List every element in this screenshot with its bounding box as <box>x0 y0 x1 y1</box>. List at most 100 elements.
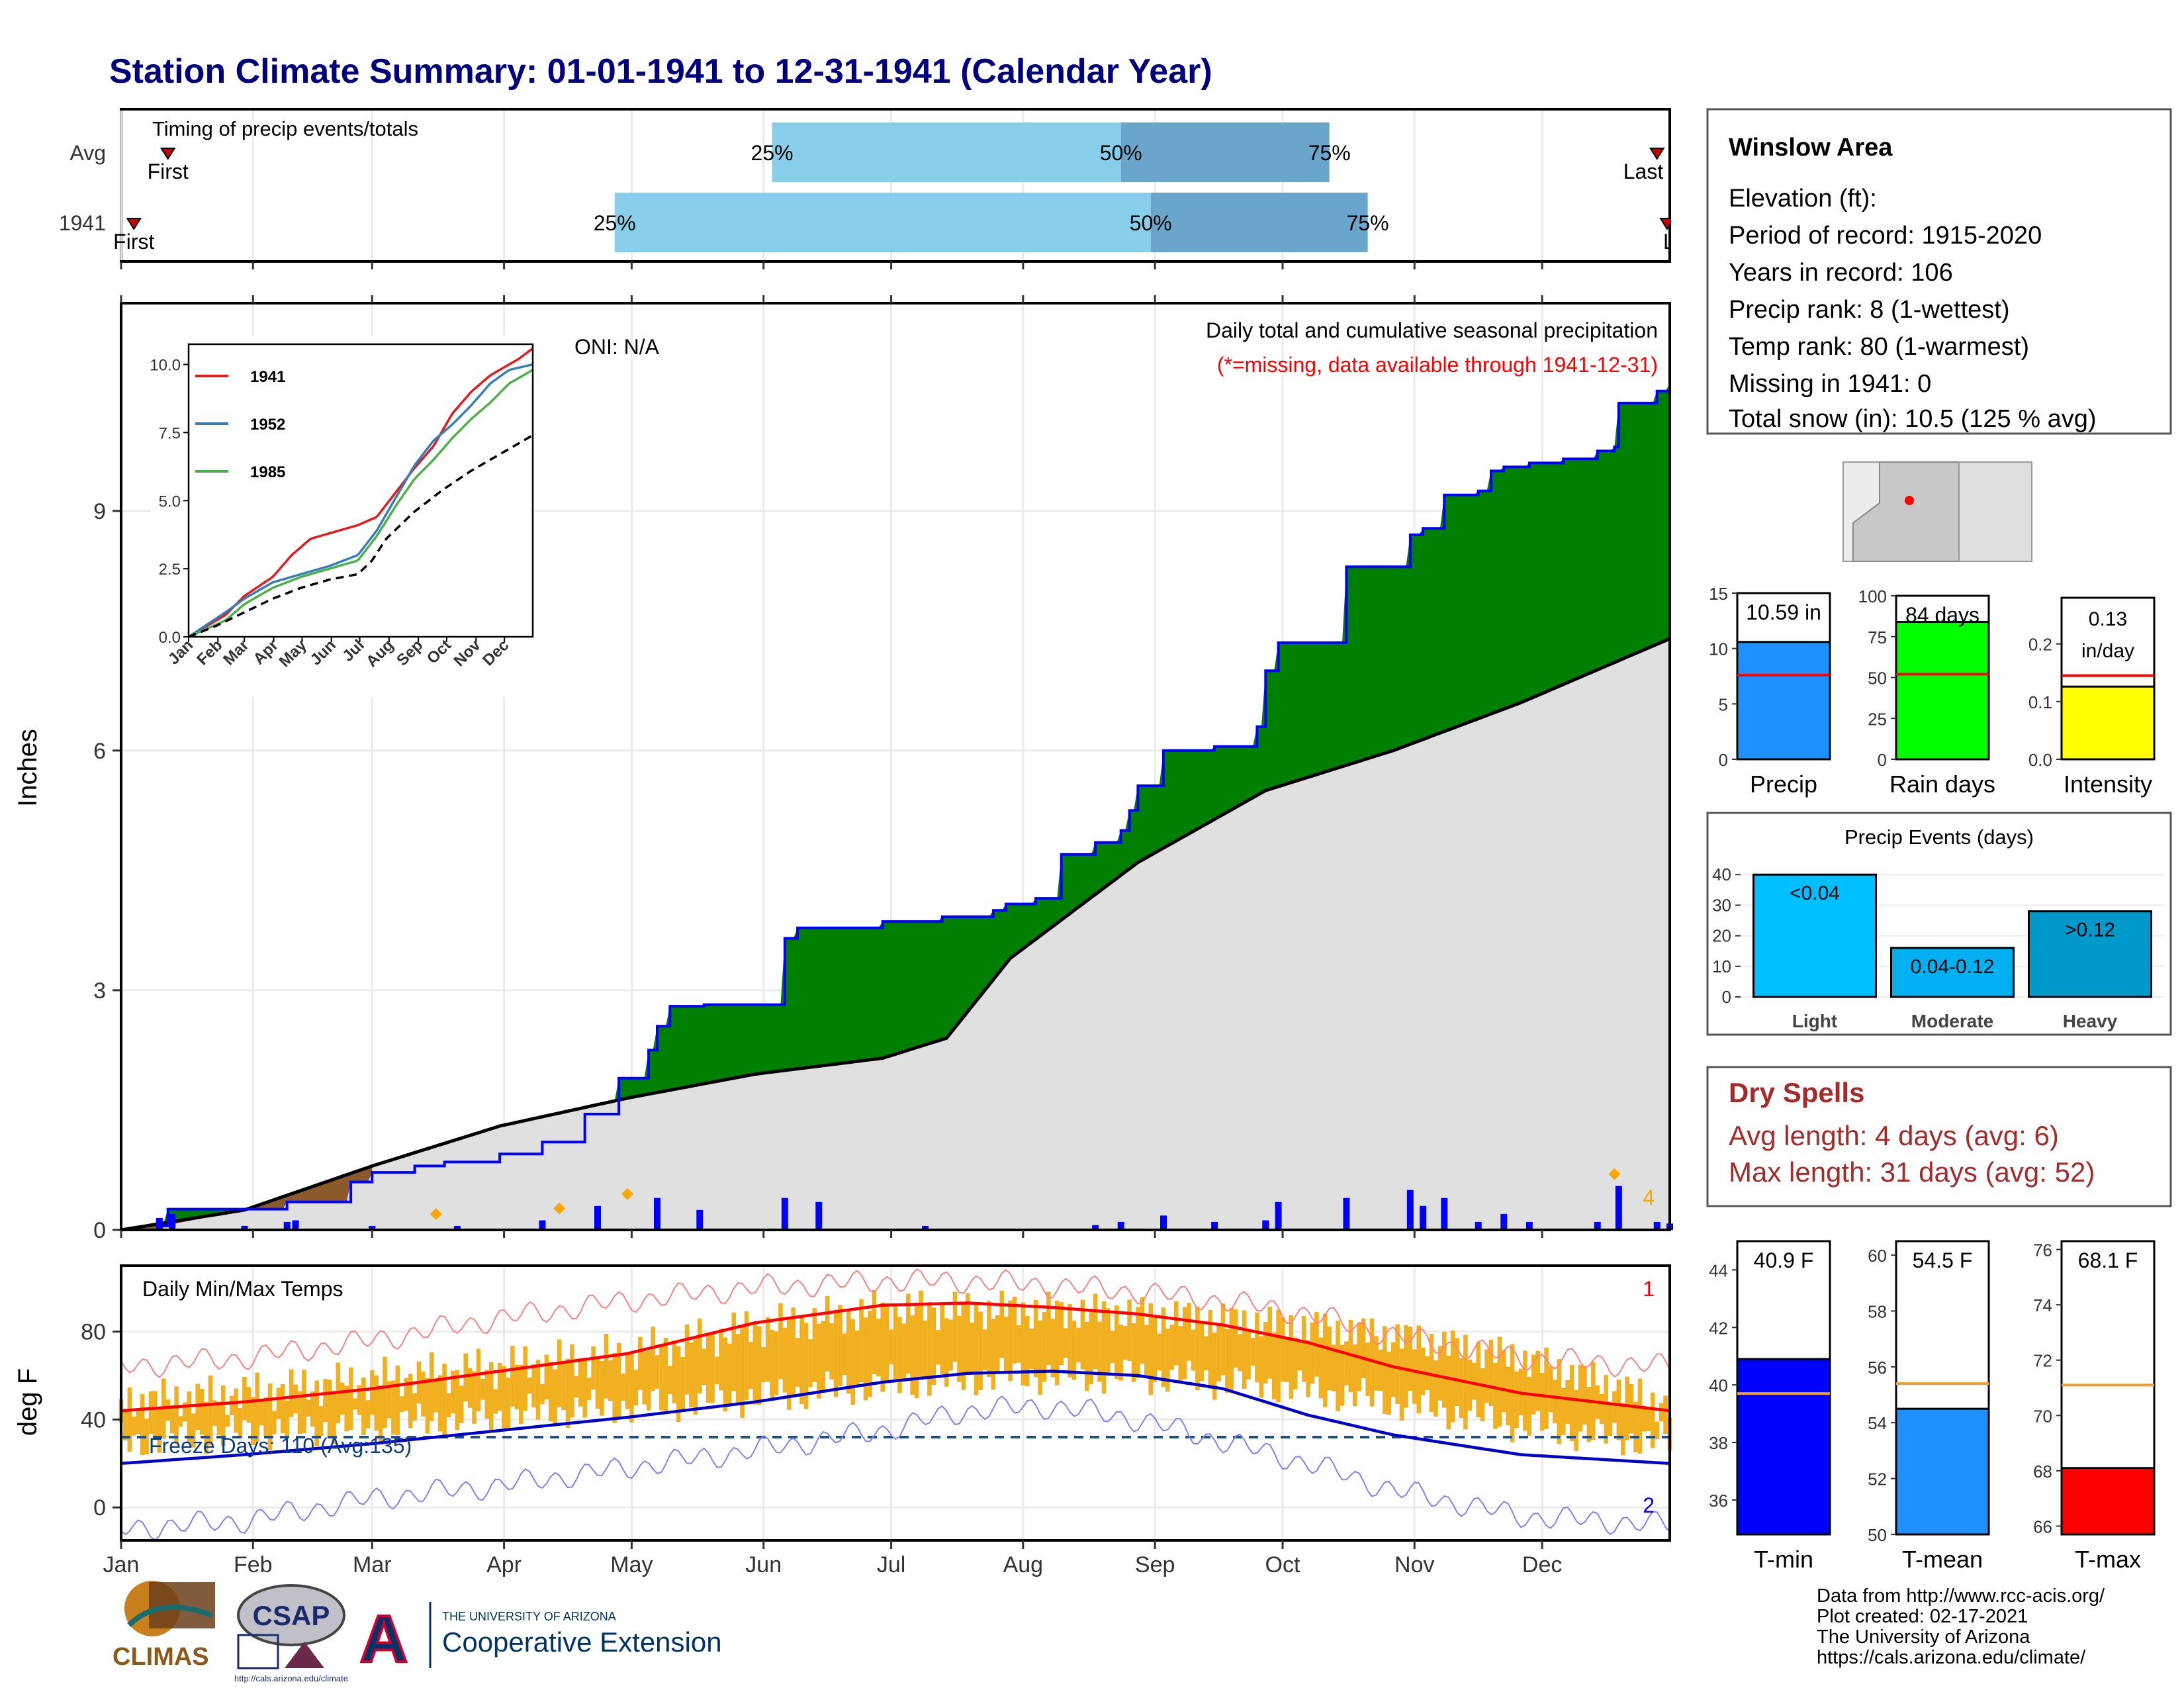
daily-temp-bar <box>582 1357 588 1418</box>
timing-q25-q50-bar <box>772 122 1121 182</box>
daily-temp-bar <box>1003 1316 1009 1374</box>
timing-q75-label: 75% <box>1347 211 1389 235</box>
daily-temp-bar <box>1024 1315 1030 1387</box>
last-event-label: Last <box>1623 160 1664 183</box>
events-bar <box>2028 910 2152 998</box>
daily-temp-bar <box>544 1354 549 1400</box>
daily-temp-bar <box>1514 1371 1519 1429</box>
tmax-y-tick-label: 74 <box>2033 1295 2052 1315</box>
daily-temp-bar <box>1208 1310 1213 1389</box>
station-elevation: Elevation (ft): <box>1729 185 1877 212</box>
daily-temp-bar <box>1259 1336 1264 1398</box>
daily-temp-bar <box>1131 1323 1136 1382</box>
daily-temp-bar <box>1331 1344 1336 1391</box>
station-snow: Total snow (in): 10.5 (125 % avg) <box>1729 405 2097 433</box>
precip-total-bar <box>1736 641 1831 761</box>
daily-temp-bar <box>1242 1310 1247 1389</box>
daily-precip-bar <box>1525 1221 1533 1230</box>
daily-temp-bar <box>931 1307 936 1385</box>
station-info-frame <box>1706 108 2172 435</box>
daily-temp-bar <box>910 1315 915 1395</box>
precip-panel-frame <box>120 302 1671 1231</box>
daily-temp-bar <box>183 1402 187 1422</box>
temp-panel-frame <box>120 1264 1671 1542</box>
daily-temp-bar <box>1625 1376 1630 1440</box>
daily-temp-bar <box>476 1348 481 1412</box>
daily-temp-bar <box>625 1352 630 1409</box>
daily-precip-bar <box>1117 1221 1124 1230</box>
daily-temp-bar <box>369 1370 375 1415</box>
daily-temp-bar <box>165 1399 171 1421</box>
daily-temp-bar <box>1029 1329 1034 1370</box>
rain-days-value-label: 84 days <box>1905 603 1979 627</box>
ua-logo: A THE UNIVERSITY OF ARIZONA Cooperative … <box>359 1601 722 1677</box>
daily-temp-bar <box>1387 1351 1392 1415</box>
daily-temp-bar <box>1110 1331 1115 1364</box>
daily-temp-bar <box>378 1385 383 1445</box>
daily-temp-bar <box>1046 1291 1051 1366</box>
daily-temp-bar <box>752 1323 758 1405</box>
daily-temp-bar <box>1144 1325 1149 1378</box>
footer-line-created: Plot created: 02-17-2021 <box>1817 1606 2028 1627</box>
daily-temp-bar <box>761 1347 766 1383</box>
daily-temp-bar <box>484 1370 490 1419</box>
daily-temp-bar <box>344 1385 349 1432</box>
last-event-marker <box>1649 148 1665 160</box>
daily-temp-bar <box>540 1383 545 1405</box>
daily-temp-bar <box>1467 1360 1473 1411</box>
month-tick-label: Feb <box>234 1552 273 1577</box>
daily-temp-bar <box>365 1400 371 1429</box>
daily-temp-bar <box>408 1374 413 1429</box>
tmin-y-tick-label: 36 <box>1709 1491 1728 1511</box>
daily-temp-bar <box>1063 1328 1068 1358</box>
precip-total-value-label: 10.59 in <box>1746 600 1821 624</box>
daily-temp-bar <box>1399 1348 1404 1421</box>
tmean-y-tick-label: 56 <box>1868 1358 1887 1378</box>
daily-temp-bar <box>216 1401 222 1436</box>
daily-temp-bar <box>1289 1315 1294 1399</box>
cumulative-1941-line <box>121 383 1671 1231</box>
daily-temp-bar <box>191 1413 196 1448</box>
daily-temp-bar <box>1297 1339 1302 1371</box>
daily-temp-bar <box>574 1376 579 1398</box>
daily-temp-bar <box>1344 1341 1349 1385</box>
daily-temp-bar <box>1412 1349 1417 1404</box>
daily-temp-bar <box>1310 1322 1315 1384</box>
daily-precip-bar <box>241 1225 248 1230</box>
daily-temp-bar <box>1101 1301 1107 1394</box>
rain-days-y-tick-label: 75 <box>1868 628 1887 647</box>
cumulative-deficit-area <box>125 1166 373 1230</box>
daily-temp-bar <box>332 1393 336 1445</box>
daily-temp-bar <box>1220 1303 1226 1376</box>
daily-precip-bar <box>169 1213 176 1230</box>
daily-temp-bar <box>1276 1309 1281 1403</box>
station-precip-rank: Precip rank: 8 (1-wettest) <box>1729 296 2009 324</box>
daily-temp-bar <box>242 1376 247 1421</box>
events-y-tick-label: 0 <box>1722 987 1731 1007</box>
daily-temp-bar <box>731 1312 737 1391</box>
precip-y-tick-label: 6 <box>93 739 106 764</box>
daily-temp-bar <box>561 1362 566 1411</box>
daily-temp-bar <box>1191 1329 1196 1371</box>
heavy-event-diamond <box>553 1202 566 1215</box>
daily-temp-bar <box>1471 1362 1477 1400</box>
daily-temp-bar <box>1501 1350 1506 1413</box>
daily-temp-bar <box>940 1302 945 1374</box>
daily-temp-bar <box>1233 1309 1238 1368</box>
daily-temp-bar <box>1535 1350 1541 1411</box>
events-y-tick-label: 10 <box>1712 957 1731 976</box>
daily-temp-bar <box>1557 1359 1562 1444</box>
daily-temp-bar <box>714 1356 719 1384</box>
temp-panel: 0 40 80 Daily Min/Max Temps Freeze Days: 1… <box>13 1264 1672 1542</box>
daily-temp-bar <box>391 1380 396 1435</box>
daily-temp-bar <box>884 1303 889 1380</box>
daily-temp-bar <box>595 1357 600 1409</box>
daily-temp-bar <box>1203 1336 1208 1371</box>
daily-temp-bar <box>999 1290 1005 1358</box>
daily-temp-bar <box>327 1380 332 1436</box>
daily-temp-bar <box>1306 1340 1310 1397</box>
precip-events-title: Precip Events (days) <box>1844 825 2034 849</box>
daily-temp-bar <box>361 1377 366 1436</box>
daily-temp-bar <box>1017 1325 1021 1363</box>
daily-temp-bar <box>774 1331 779 1395</box>
